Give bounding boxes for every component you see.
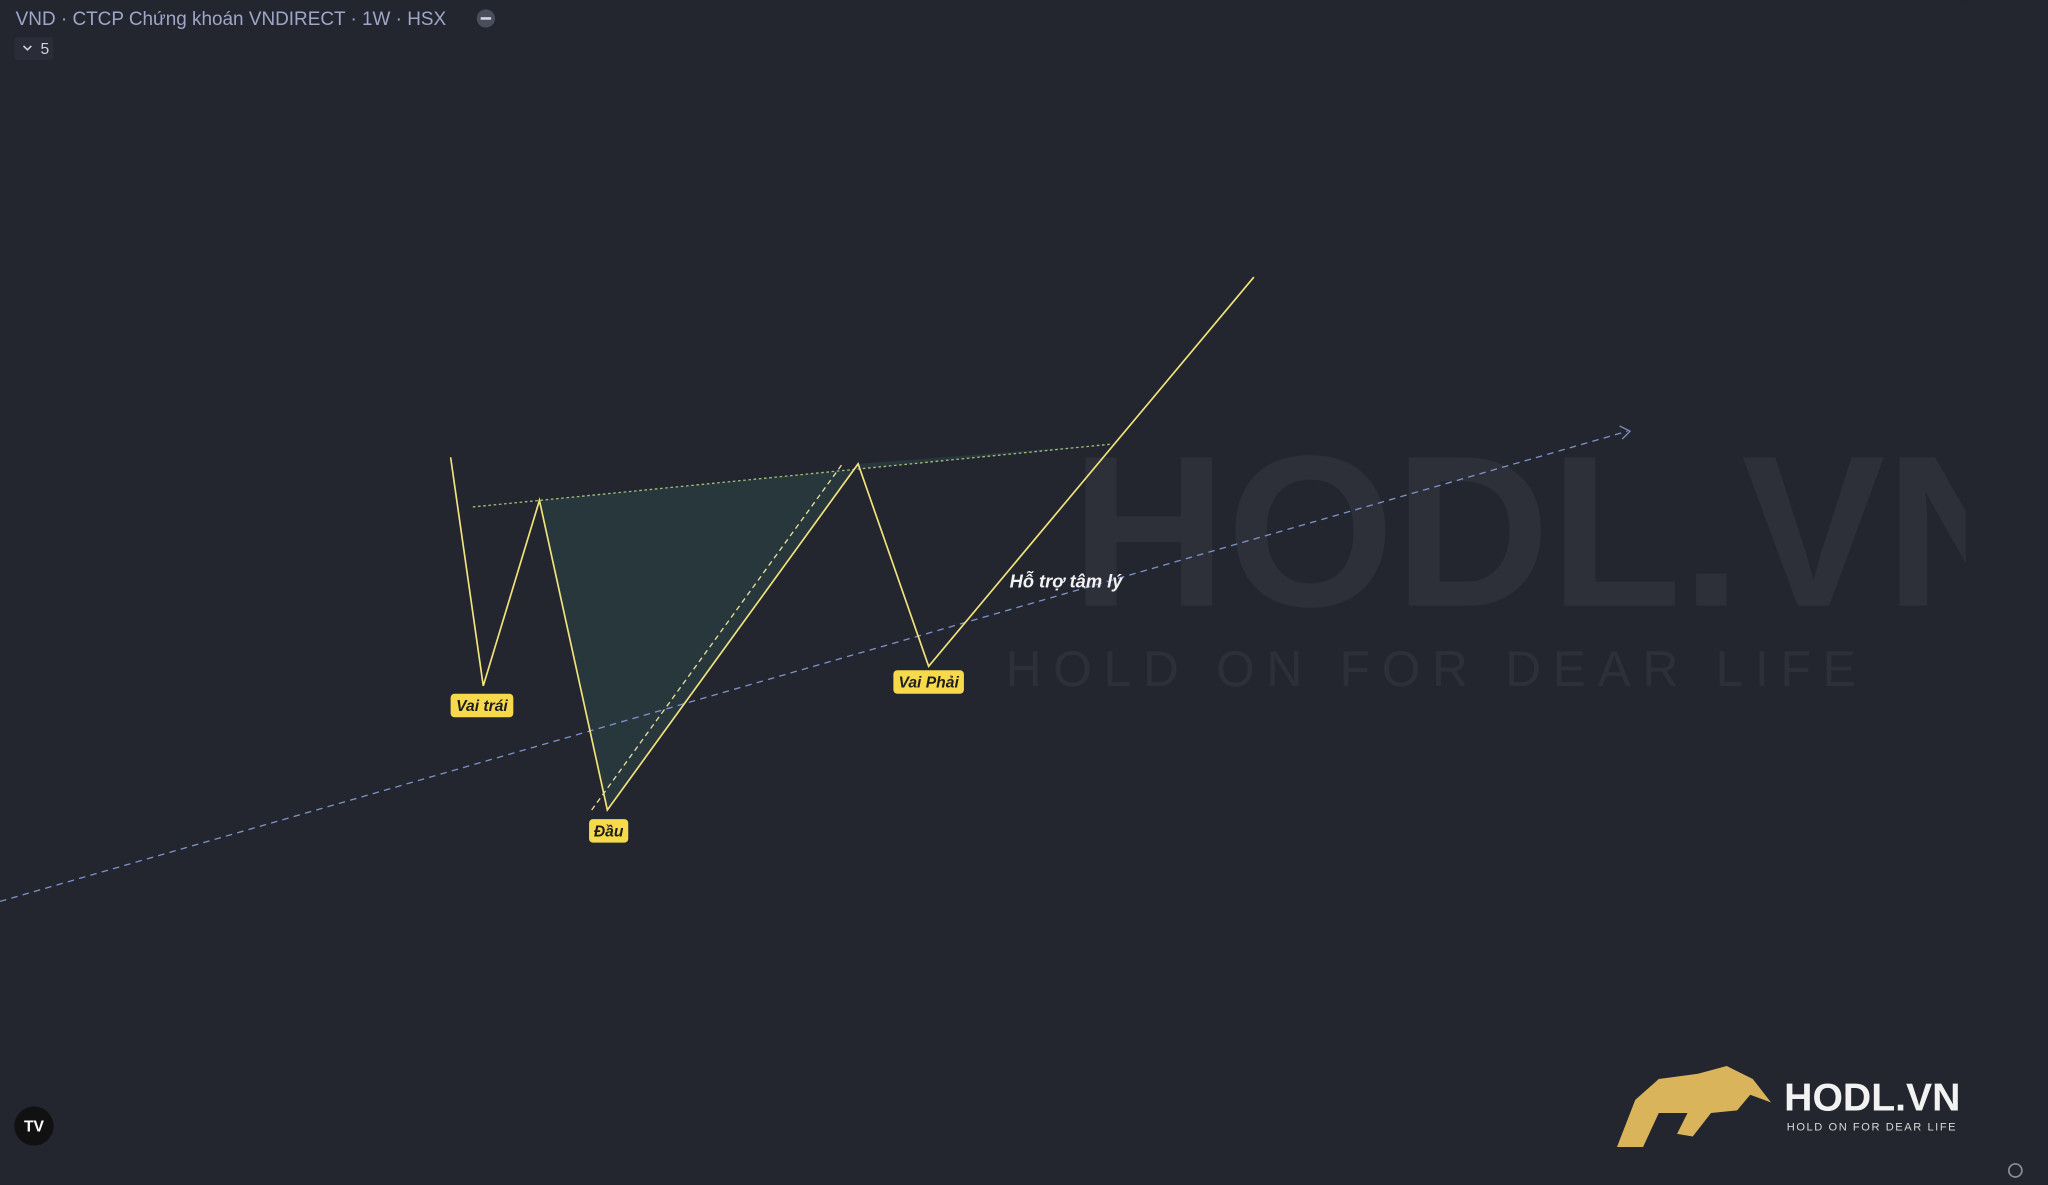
- annotation-text: Đầu: [594, 823, 624, 840]
- logo-slogan: HOLD ON FOR DEAR LIFE: [1787, 1121, 1957, 1133]
- time-axis: [0, 1156, 2048, 1185]
- logo-brand: HODL.VN: [1784, 1076, 1960, 1119]
- watermark-slogan: HOLD ON FOR DEAR LIFE: [1006, 641, 1868, 697]
- annotation-text: Vai Phải: [898, 674, 959, 691]
- annotation-head: Đầu: [589, 819, 629, 843]
- indicator-count: 5: [40, 41, 49, 58]
- price-axis: [1965, 0, 2048, 1185]
- header: VND · CTCP Chứng khoán VNDIRECT · 1W · H…: [14, 9, 496, 61]
- annotation-left-shoulder: Vai trái: [450, 693, 514, 718]
- neckline: [472, 443, 1111, 508]
- tv-logo-text: TV: [24, 1118, 45, 1135]
- settings-icon[interactable]: [2007, 1163, 2023, 1178]
- indicator-toggle[interactable]: [14, 36, 54, 61]
- annotation-right-shoulder: Vai Phải: [893, 670, 964, 694]
- symbol-title: VND · CTCP Chứng khoán VNDIRECT · 1W · H…: [16, 9, 447, 30]
- trend-line: [0, 430, 1628, 903]
- annotation-text: Vai trái: [456, 698, 508, 715]
- chevron: [22, 45, 32, 51]
- bull-icon: [1616, 1065, 1772, 1147]
- hide-icon: [480, 17, 492, 20]
- channel-line: [591, 463, 843, 811]
- head-shoulders: [449, 276, 1255, 813]
- pattern-fill: [472, 444, 1111, 810]
- brand-logo: HODL.VN HOLD ON FOR DEAR LIFE: [1616, 1065, 1960, 1147]
- trend-arrow: [1619, 425, 1632, 440]
- tv-logo[interactable]: [14, 1106, 54, 1146]
- annotation-support: Hỗ trợ tâm lý: [1010, 571, 1124, 592]
- watermark-brand: HODL.VN: [1071, 411, 2041, 652]
